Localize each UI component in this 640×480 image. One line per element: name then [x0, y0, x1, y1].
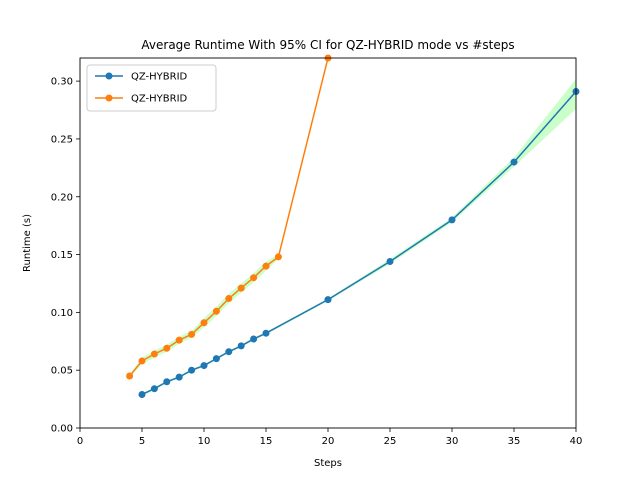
x-tick-label: 15: [260, 436, 273, 447]
legend-marker: [105, 72, 113, 80]
data-point: [163, 344, 171, 352]
chart-title: Average Runtime With 95% CI for QZ-HYBRI…: [141, 38, 514, 52]
legend-marker: [105, 94, 113, 102]
x-tick-label: 40: [570, 436, 583, 447]
data-point: [212, 307, 220, 315]
x-axis-title: Steps: [314, 458, 342, 469]
data-point: [126, 372, 134, 380]
data-point: [237, 342, 245, 350]
series-markers: [126, 54, 580, 398]
y-tick-label: 0.25: [51, 134, 73, 145]
data-point: [138, 390, 146, 398]
x-tick-label: 30: [446, 436, 459, 447]
y-tick-label: 0.30: [51, 77, 73, 88]
plot-frame: [79, 57, 577, 429]
data-point: [175, 336, 183, 344]
data-point: [150, 385, 158, 393]
data-point: [262, 329, 270, 337]
series-line-1: [141, 91, 576, 396]
x-axis: 0 5 10 15 20 25 30 35 40: [77, 428, 583, 447]
y-axis-title: Runtime (s): [22, 214, 33, 272]
data-point: [225, 295, 233, 302]
x-tick-label: 10: [198, 436, 211, 447]
y-tick-label: 0.10: [51, 308, 73, 319]
legend-label: QZ-HYBRID: [131, 94, 188, 105]
data-point: [188, 366, 196, 374]
data-point: [274, 253, 282, 261]
data-point: [150, 350, 158, 358]
legend: QZ-HYBRID QZ-HYBRID: [86, 64, 217, 112]
data-point: [237, 284, 245, 292]
y-tick-label: 0.05: [51, 366, 73, 377]
data-point: [250, 274, 258, 282]
data-point: [448, 216, 456, 224]
x-tick-label: 5: [139, 436, 145, 447]
x-tick-label: 25: [384, 436, 397, 447]
legend-label: QZ-HYBRID: [131, 72, 188, 83]
y-tick-label: 0.20: [51, 192, 73, 203]
y-axis: 0.00 0.05 0.10 0.15 0.20 0.25 0.30: [51, 77, 80, 435]
data-point: [510, 158, 518, 166]
data-point: [250, 335, 258, 343]
data-point: [188, 330, 196, 338]
data-point: [225, 348, 233, 356]
data-point: [262, 262, 270, 270]
data-point: [200, 362, 208, 370]
x-tick-label: 20: [322, 436, 335, 447]
x-tick-label: 35: [508, 436, 521, 447]
x-tick-label: 0: [77, 436, 83, 447]
data-point: [386, 258, 394, 265]
data-point: [212, 355, 220, 363]
data-point: [163, 378, 171, 386]
ci-band-1: [142, 78, 576, 396]
y-tick-label: 0.00: [51, 424, 73, 435]
y-tick-label: 0.15: [51, 250, 73, 261]
data-point: [324, 296, 332, 304]
data-point: [175, 373, 183, 381]
data-point: [200, 319, 208, 327]
data-point: [138, 357, 146, 365]
